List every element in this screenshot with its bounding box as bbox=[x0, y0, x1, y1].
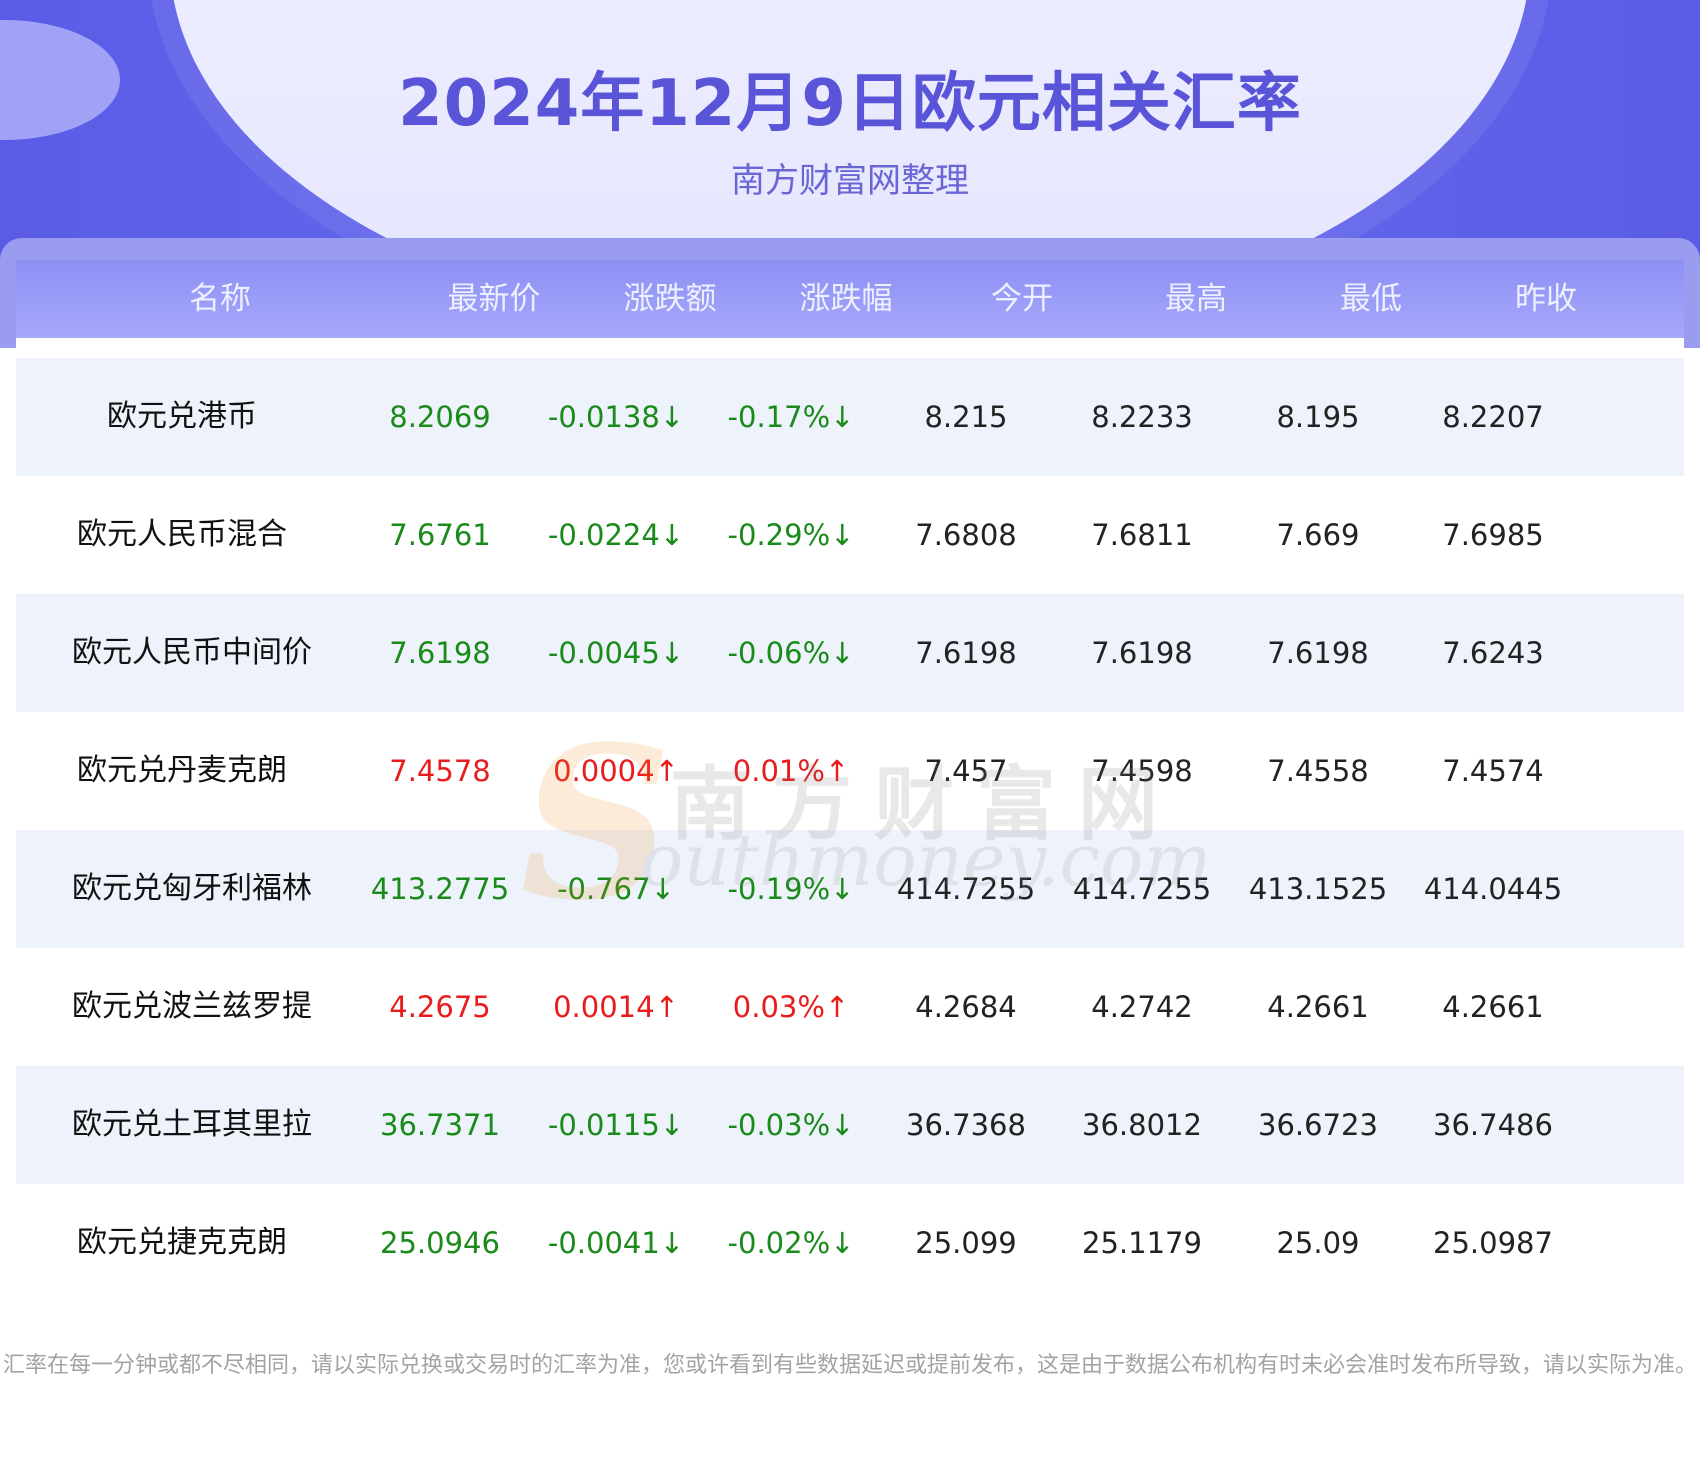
table-row: 欧元兑匈牙利福林 413.2775 -0.767↓ -0.19%↓ 414.7255 41… bbox=[16, 830, 1684, 948]
table-header: 名称 最新价 涨跌额 涨跌幅 今开 最高 最低 昨收 bbox=[16, 260, 1684, 338]
row-low: 7.6198 bbox=[1267, 636, 1369, 670]
row-low: 36.6723 bbox=[1258, 1108, 1378, 1142]
page-title: 2024年12月9日欧元相关汇率 bbox=[398, 67, 1302, 141]
row-prev: 414.0445 bbox=[1423, 872, 1563, 906]
col-header-pct: 涨跌幅 bbox=[799, 281, 893, 317]
row-latest: 7.4578 bbox=[389, 754, 491, 788]
row-pct: -0.03%↓ bbox=[727, 1108, 855, 1142]
row-change: -0.0045↓ bbox=[547, 636, 685, 670]
col-header-latest: 最新价 bbox=[447, 281, 541, 317]
col-header-low: 最低 bbox=[1340, 281, 1402, 317]
row-name: 欧元兑波兰兹罗提 bbox=[72, 989, 312, 1024]
row-high: 36.8012 bbox=[1082, 1108, 1202, 1142]
row-change: 0.0004↑ bbox=[553, 754, 679, 788]
row-prev: 25.0987 bbox=[1433, 1226, 1553, 1260]
row-open: 36.7368 bbox=[906, 1108, 1026, 1142]
row-change: 0.0014↑ bbox=[553, 990, 679, 1024]
row-high: 7.4598 bbox=[1091, 754, 1193, 788]
row-open: 7.457 bbox=[924, 754, 1008, 788]
col-header-name: 名称 bbox=[189, 281, 251, 317]
table-row: 欧元兑土耳其里拉 36.7371 -0.0115↓ -0.03%↓ 36.7368 36.… bbox=[16, 1066, 1684, 1184]
row-latest: 36.7371 bbox=[380, 1108, 500, 1142]
col-header-open: 今开 bbox=[991, 281, 1053, 317]
row-high: 25.1179 bbox=[1082, 1226, 1202, 1260]
table-row: 欧元人民币混合 7.6761 -0.0224↓ -0.29%↓ 7.6808 7.6811… bbox=[16, 476, 1684, 594]
row-pct: -0.19%↓ bbox=[727, 872, 855, 906]
row-prev: 7.6985 bbox=[1442, 518, 1544, 552]
row-name: 欧元兑匈牙利福林 bbox=[72, 871, 312, 906]
row-low: 7.669 bbox=[1276, 518, 1360, 552]
col-header-prev: 昨收 bbox=[1515, 281, 1577, 317]
row-name: 欧元兑港币 bbox=[107, 399, 257, 434]
row-high: 7.6198 bbox=[1091, 636, 1193, 670]
col-header-change: 涨跌额 bbox=[623, 281, 717, 317]
row-name: 欧元兑丹麦克朗 bbox=[77, 753, 287, 788]
row-pct: 0.03%↑ bbox=[732, 990, 850, 1024]
table-row: 欧元人民币中间价 7.6198 -0.0045↓ -0.06%↓ 7.6198 7.619… bbox=[16, 594, 1684, 712]
row-latest: 4.2675 bbox=[389, 990, 491, 1024]
row-latest: 413.2775 bbox=[370, 872, 510, 906]
row-pct: -0.06%↓ bbox=[727, 636, 855, 670]
row-pct: -0.02%↓ bbox=[727, 1226, 855, 1260]
row-open: 7.6808 bbox=[915, 518, 1017, 552]
row-open: 414.7255 bbox=[896, 872, 1036, 906]
row-prev: 7.4574 bbox=[1442, 754, 1544, 788]
table-row: 欧元兑丹麦克朗 7.4578 0.0004↑ 0.01%↑ 7.457 7.4598 7.4… bbox=[16, 712, 1684, 830]
row-prev: 7.6243 bbox=[1442, 636, 1544, 670]
row-change: -0.767↓ bbox=[557, 872, 675, 906]
row-latest: 7.6198 bbox=[389, 636, 491, 670]
table-row: 欧元兑波兰兹罗提 4.2675 0.0014↑ 0.03%↑ 4.2684 4.2742 4… bbox=[16, 948, 1684, 1066]
row-open: 8.215 bbox=[924, 400, 1008, 434]
row-name: 欧元兑捷克克朗 bbox=[77, 1225, 287, 1260]
row-latest: 7.6761 bbox=[389, 518, 491, 552]
row-name: 欧元人民币中间价 bbox=[72, 635, 312, 670]
rate-table: 名称 最新价 涨跌额 涨跌幅 今开 最高 最低 昨收 欧元兑港币 8.2069 -0… bbox=[16, 260, 1684, 1280]
row-change: -0.0115↓ bbox=[547, 1108, 685, 1142]
disclaimer-text: 汇率在每一分钟或都不尽相同，请以实际兑换或交易时的汇率为准，您或许看到有些数据延… bbox=[2, 1353, 1697, 1378]
row-open: 7.6198 bbox=[915, 636, 1017, 670]
row-change: -0.0041↓ bbox=[547, 1226, 685, 1260]
row-latest: 8.2069 bbox=[389, 400, 491, 434]
row-change: -0.0224↓ bbox=[547, 518, 685, 552]
row-change: -0.0138↓ bbox=[547, 400, 685, 434]
col-header-high: 最高 bbox=[1165, 281, 1227, 317]
row-name: 欧元兑土耳其里拉 bbox=[72, 1107, 312, 1142]
row-high: 4.2742 bbox=[1091, 990, 1193, 1024]
row-high: 414.7255 bbox=[1072, 872, 1212, 906]
row-low: 413.1525 bbox=[1248, 872, 1388, 906]
row-open: 4.2684 bbox=[915, 990, 1017, 1024]
row-latest: 25.0946 bbox=[380, 1226, 500, 1260]
table-row: 欧元兑捷克克朗 25.0946 -0.0041↓ -0.02%↓ 25.099 25.11… bbox=[16, 1184, 1684, 1302]
row-low: 8.195 bbox=[1276, 400, 1360, 434]
row-pct: 0.01%↑ bbox=[732, 754, 850, 788]
row-prev: 4.2661 bbox=[1442, 990, 1544, 1024]
row-open: 25.099 bbox=[915, 1226, 1017, 1260]
row-low: 7.4558 bbox=[1267, 754, 1369, 788]
row-name: 欧元人民币混合 bbox=[77, 517, 287, 552]
row-high: 7.6811 bbox=[1091, 518, 1193, 552]
row-pct: -0.29%↓ bbox=[727, 518, 855, 552]
row-high: 8.2233 bbox=[1091, 400, 1193, 434]
row-prev: 8.2207 bbox=[1442, 400, 1544, 434]
row-pct: -0.17%↓ bbox=[727, 400, 855, 434]
row-low: 4.2661 bbox=[1267, 990, 1369, 1024]
row-low: 25.09 bbox=[1276, 1226, 1360, 1260]
table-row: 欧元兑港币 8.2069 -0.0138↓ -0.17%↓ 8.215 8.2233 8.1… bbox=[16, 358, 1684, 476]
row-prev: 36.7486 bbox=[1433, 1108, 1553, 1142]
page-subtitle: 南方财富网整理 bbox=[731, 161, 969, 201]
